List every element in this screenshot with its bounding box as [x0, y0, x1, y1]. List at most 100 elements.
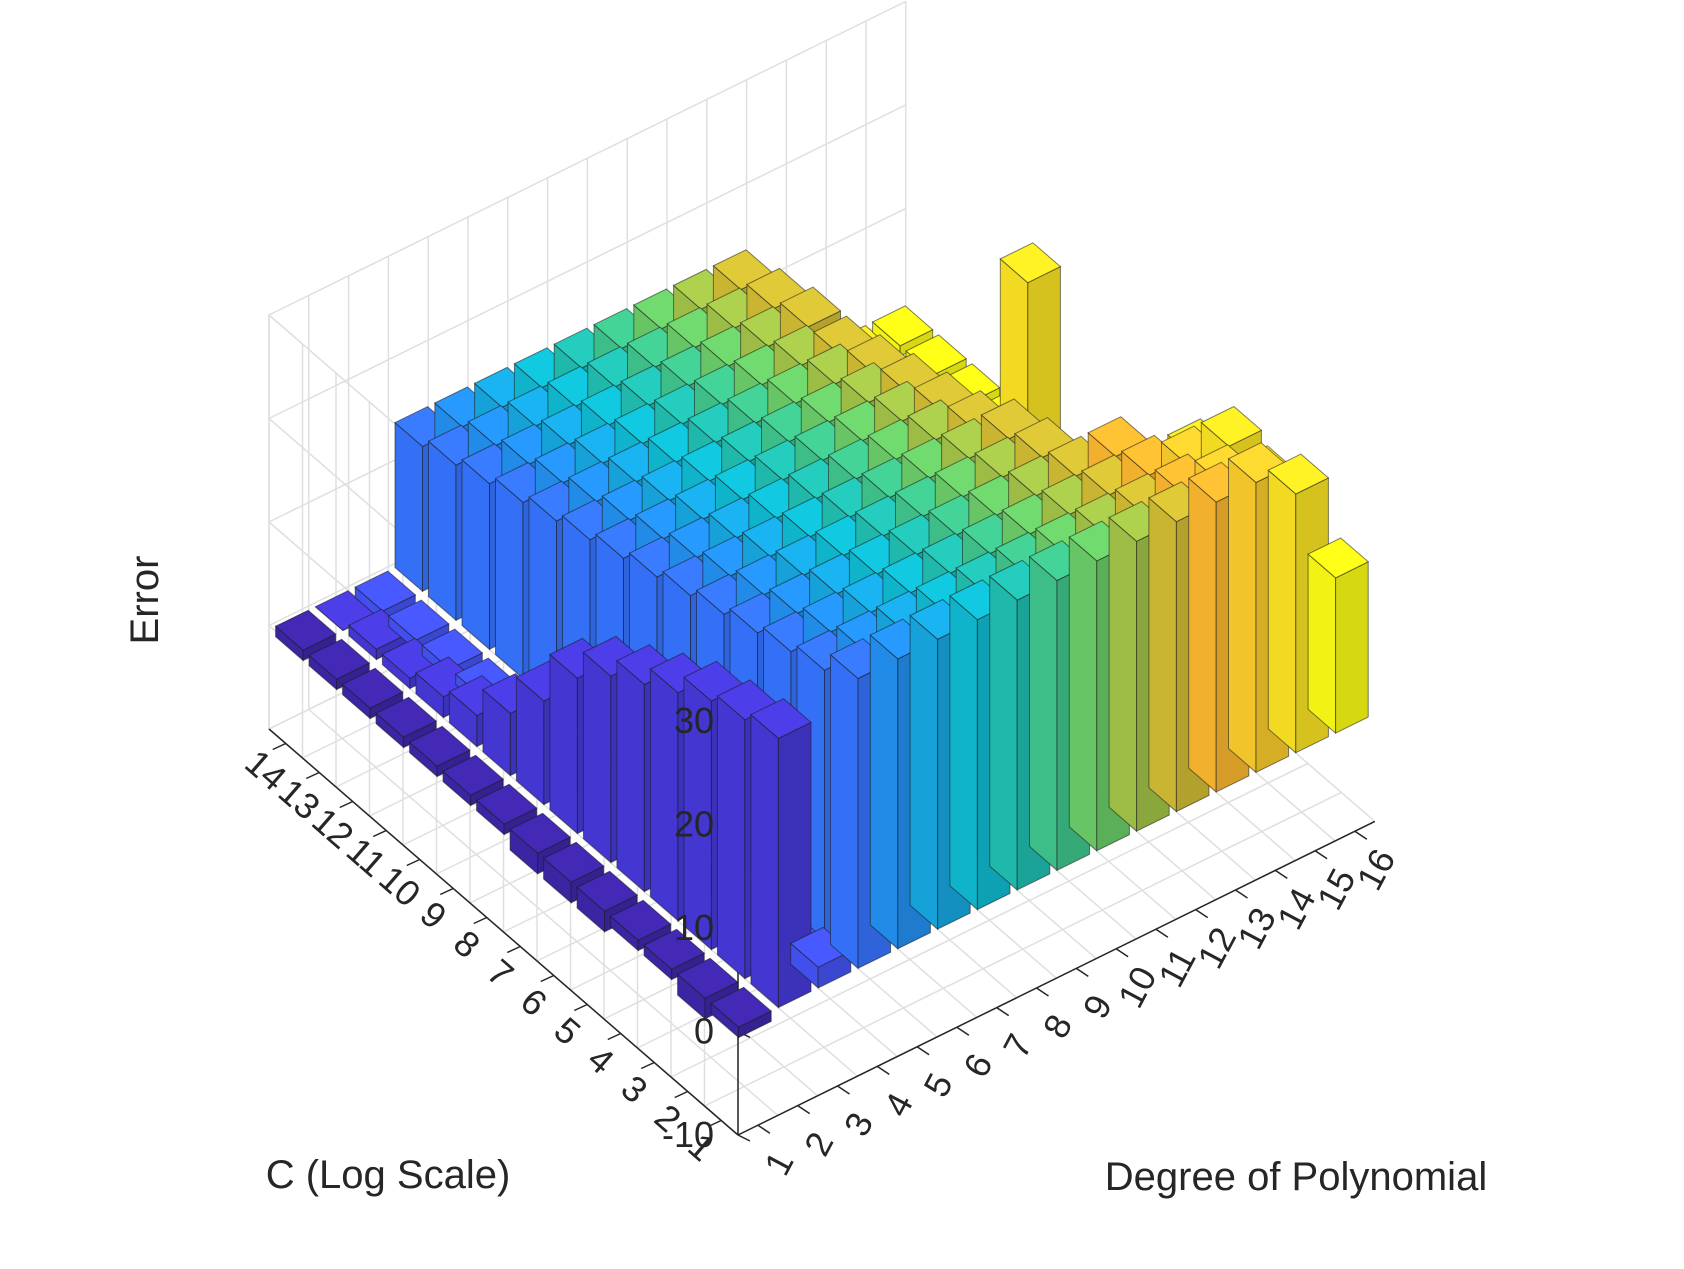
bar-top: [643, 928, 706, 970]
bar-front: [1335, 560, 1369, 734]
bar: [274, 609, 337, 662]
x-tick: [607, 1032, 622, 1041]
bar-side: [949, 594, 978, 911]
bar-side: [549, 653, 578, 835]
y-tick: [1075, 967, 1089, 978]
x-tick: [372, 829, 387, 838]
bar: [609, 899, 672, 952]
y-tick-label: 6: [955, 1047, 1001, 1084]
x-tick: [540, 974, 555, 983]
z-tick-label: 30: [674, 700, 714, 741]
y-tick: [1235, 889, 1248, 899]
y-tick: [1155, 928, 1169, 938]
floor-grid-line: [308, 708, 779, 1116]
bar-top: [676, 957, 739, 999]
bar: [750, 698, 812, 1009]
bar-side: [1108, 516, 1138, 833]
y-tick: [1115, 948, 1129, 958]
bar-top: [387, 599, 450, 641]
y-tick-label: 4: [875, 1086, 921, 1123]
y-tick-label: 5: [915, 1066, 961, 1103]
bar-side: [1148, 496, 1177, 813]
bar: [308, 638, 371, 691]
bar-side: [616, 659, 645, 893]
bar-top: [999, 242, 1062, 284]
z-tick-label: 0: [694, 1011, 714, 1052]
bar-top: [710, 986, 773, 1028]
x-tick-label: 6: [513, 980, 555, 1024]
bar-side: [716, 694, 746, 980]
x-tick: [305, 771, 320, 780]
y-axis-line: [737, 820, 1376, 1136]
y-tick: [1036, 987, 1049, 997]
bar-side: [495, 477, 524, 680]
x-tick: [640, 1061, 655, 1070]
bar-side: [1228, 457, 1257, 774]
bar-top: [408, 725, 471, 767]
y-tick: [876, 1065, 890, 1076]
y-tick-label: 2: [796, 1125, 842, 1162]
x-axis-line: [268, 728, 739, 1136]
bar-top: [1267, 453, 1330, 495]
bar-top: [341, 667, 404, 709]
bar: [408, 725, 471, 778]
bar-side: [582, 651, 612, 864]
bar-top: [871, 305, 934, 347]
y-tick: [757, 1124, 771, 1134]
bar-top: [779, 286, 842, 328]
bar-side: [1188, 477, 1217, 793]
bar-top: [421, 628, 484, 670]
x-tick-label: 8: [446, 922, 488, 966]
bar-top: [348, 608, 410, 650]
bar-top: [750, 698, 812, 739]
bar-top: [576, 870, 639, 912]
z-tick: [737, 1134, 751, 1142]
z-tick-label: -10: [662, 1114, 714, 1155]
bar-side: [989, 575, 1018, 891]
z-tick-label: 10: [674, 907, 714, 948]
bar-top: [609, 899, 672, 941]
bar-top: [308, 638, 371, 680]
y-tick: [837, 1085, 850, 1095]
bar-side: [830, 653, 859, 970]
bars: [274, 242, 1370, 1039]
bar: [1307, 537, 1370, 735]
bar-top: [542, 841, 605, 883]
bar-side: [1307, 553, 1337, 735]
bar-top: [274, 609, 337, 651]
y-tick: [1195, 908, 1209, 919]
z-axis-title: Error: [123, 556, 167, 645]
y-tick: [1274, 869, 1288, 880]
bar-side: [1029, 555, 1058, 872]
y-tick-label: 3: [836, 1106, 882, 1143]
bar: [475, 783, 538, 836]
y-tick-label: 1: [756, 1145, 802, 1182]
x-tick: [406, 858, 421, 867]
bar-side: [909, 614, 939, 931]
bar-side: [750, 713, 779, 1009]
y-tick: [916, 1046, 930, 1056]
bar-top: [1200, 405, 1263, 447]
bar: [710, 986, 773, 1039]
y-tick: [1354, 830, 1368, 840]
bar: [375, 696, 438, 749]
x-tick: [439, 887, 454, 896]
x-tick: [707, 1119, 722, 1128]
x-tick: [506, 945, 521, 954]
bar-side: [428, 440, 457, 622]
bar-side: [1267, 469, 1297, 754]
y-tick: [1314, 850, 1328, 860]
x-tick: [339, 800, 354, 809]
y-tick: [956, 1026, 970, 1036]
bar-top: [1307, 537, 1370, 579]
y-tick: [797, 1104, 811, 1115]
bar-side: [1068, 536, 1098, 852]
x-tick: [674, 1090, 689, 1099]
bar-top: [475, 783, 538, 825]
x-tick-label: 4: [580, 1038, 622, 1082]
x-axis-title: C (Log Scale): [266, 1153, 511, 1197]
x-tick: [573, 1003, 588, 1012]
x-tick: [272, 742, 287, 751]
y-tick-label: 7: [995, 1027, 1041, 1064]
y-tick: [996, 1006, 1010, 1017]
